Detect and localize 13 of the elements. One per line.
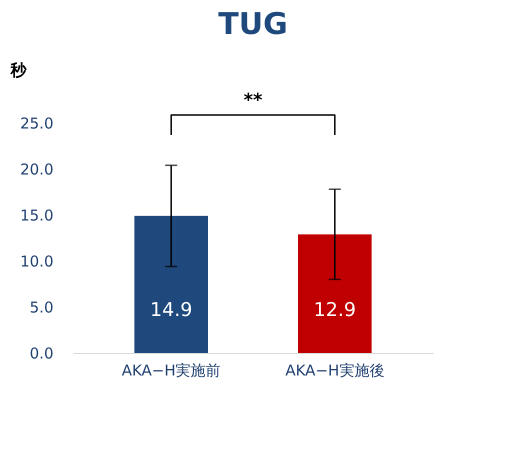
y-tick-label: 0.0 <box>30 344 54 362</box>
y-axis-title: 秒 <box>10 60 28 80</box>
data-label: 14.9 <box>150 299 192 321</box>
y-tick-label: 15.0 <box>20 206 54 224</box>
x-tick-label: AKA−H実施前 <box>122 362 221 380</box>
y-tick-label: 25.0 <box>20 114 54 132</box>
data-label: 12.9 <box>314 299 356 321</box>
x-tick-label: AKA−H実施後 <box>285 362 384 380</box>
text: ** <box>244 90 263 111</box>
y-tick-label: 5.0 <box>30 298 54 316</box>
y-tick-label: 20.0 <box>20 160 54 178</box>
chart-title: TUG <box>218 7 288 42</box>
y-tick-label: 10.0 <box>20 252 54 270</box>
